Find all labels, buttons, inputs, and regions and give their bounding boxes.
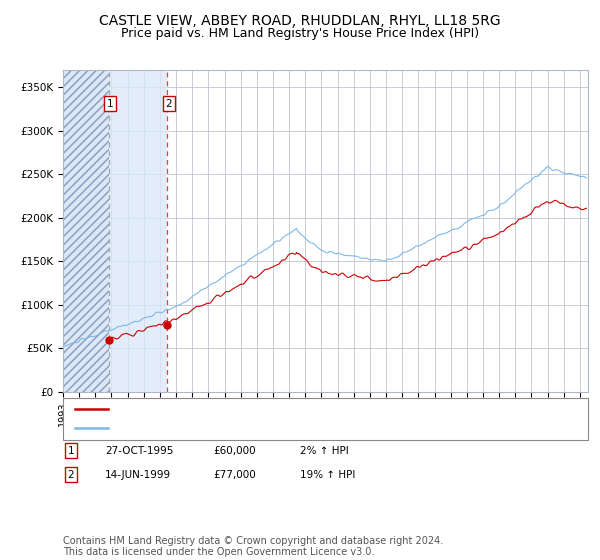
Text: 1: 1	[107, 99, 113, 109]
Text: £60,000: £60,000	[213, 446, 256, 456]
Text: Contains HM Land Registry data © Crown copyright and database right 2024.
This d: Contains HM Land Registry data © Crown c…	[63, 535, 443, 557]
Text: CASTLE VIEW, ABBEY ROAD, RHUDDLAN, RHYL, LL18 5RG (detached house): CASTLE VIEW, ABBEY ROAD, RHUDDLAN, RHYL,…	[114, 404, 538, 414]
Bar	[109, 70, 167, 392]
Text: CASTLE VIEW, ABBEY ROAD, RHUDDLAN, RHYL, LL18 5RG: CASTLE VIEW, ABBEY ROAD, RHUDDLAN, RHYL,…	[99, 14, 501, 28]
Text: 19% ↑ HPI: 19% ↑ HPI	[300, 470, 355, 480]
Text: 2% ↑ HPI: 2% ↑ HPI	[300, 446, 349, 456]
Text: 2: 2	[67, 470, 74, 480]
Text: £77,000: £77,000	[213, 470, 256, 480]
Text: 1: 1	[67, 446, 74, 456]
Text: 2: 2	[166, 99, 172, 109]
Bar	[63, 70, 109, 392]
Text: 14-JUN-1999: 14-JUN-1999	[105, 470, 171, 480]
Text: 27-OCT-1995: 27-OCT-1995	[105, 446, 173, 456]
Text: Price paid vs. HM Land Registry's House Price Index (HPI): Price paid vs. HM Land Registry's House …	[121, 27, 479, 40]
Text: HPI: Average price, detached house, Denbighshire: HPI: Average price, detached house, Denb…	[114, 423, 395, 433]
